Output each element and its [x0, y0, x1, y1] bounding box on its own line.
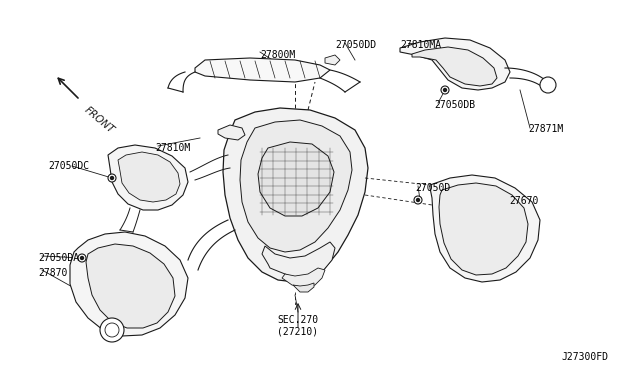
Text: 27810MA: 27810MA	[400, 40, 441, 50]
Text: 27810M: 27810M	[155, 143, 190, 153]
Circle shape	[111, 176, 113, 180]
Polygon shape	[86, 244, 175, 328]
Circle shape	[417, 199, 419, 202]
Polygon shape	[218, 125, 245, 140]
Circle shape	[81, 257, 83, 260]
Polygon shape	[262, 242, 335, 278]
Polygon shape	[240, 120, 352, 252]
Circle shape	[100, 318, 124, 342]
Circle shape	[105, 323, 119, 337]
Polygon shape	[400, 38, 510, 90]
Circle shape	[78, 254, 86, 262]
Text: 27800M: 27800M	[260, 50, 295, 60]
Polygon shape	[223, 108, 368, 282]
Text: FRONT: FRONT	[82, 105, 116, 135]
Circle shape	[540, 77, 556, 93]
Circle shape	[108, 174, 116, 182]
Circle shape	[414, 196, 422, 204]
Polygon shape	[439, 183, 528, 275]
Text: 27670: 27670	[509, 196, 538, 206]
Text: 27871M: 27871M	[528, 124, 563, 134]
Text: (27210): (27210)	[277, 326, 319, 336]
Text: 27050D: 27050D	[415, 183, 451, 193]
Polygon shape	[195, 58, 330, 82]
Polygon shape	[282, 268, 325, 288]
Polygon shape	[118, 152, 180, 202]
Polygon shape	[108, 145, 188, 210]
Text: 27870: 27870	[38, 268, 67, 278]
Polygon shape	[412, 47, 497, 86]
Text: SEC.270: SEC.270	[277, 315, 319, 325]
Polygon shape	[70, 232, 188, 336]
Polygon shape	[430, 175, 540, 282]
Text: 27050DB: 27050DB	[434, 100, 475, 110]
Polygon shape	[258, 142, 334, 216]
Text: 27050DC: 27050DC	[48, 161, 89, 171]
Text: 27050DA: 27050DA	[38, 253, 79, 263]
Polygon shape	[325, 55, 340, 65]
Circle shape	[444, 89, 447, 92]
Text: 27050DD: 27050DD	[335, 40, 376, 50]
Circle shape	[441, 86, 449, 94]
Polygon shape	[293, 283, 314, 292]
Text: J27300FD: J27300FD	[561, 352, 608, 362]
